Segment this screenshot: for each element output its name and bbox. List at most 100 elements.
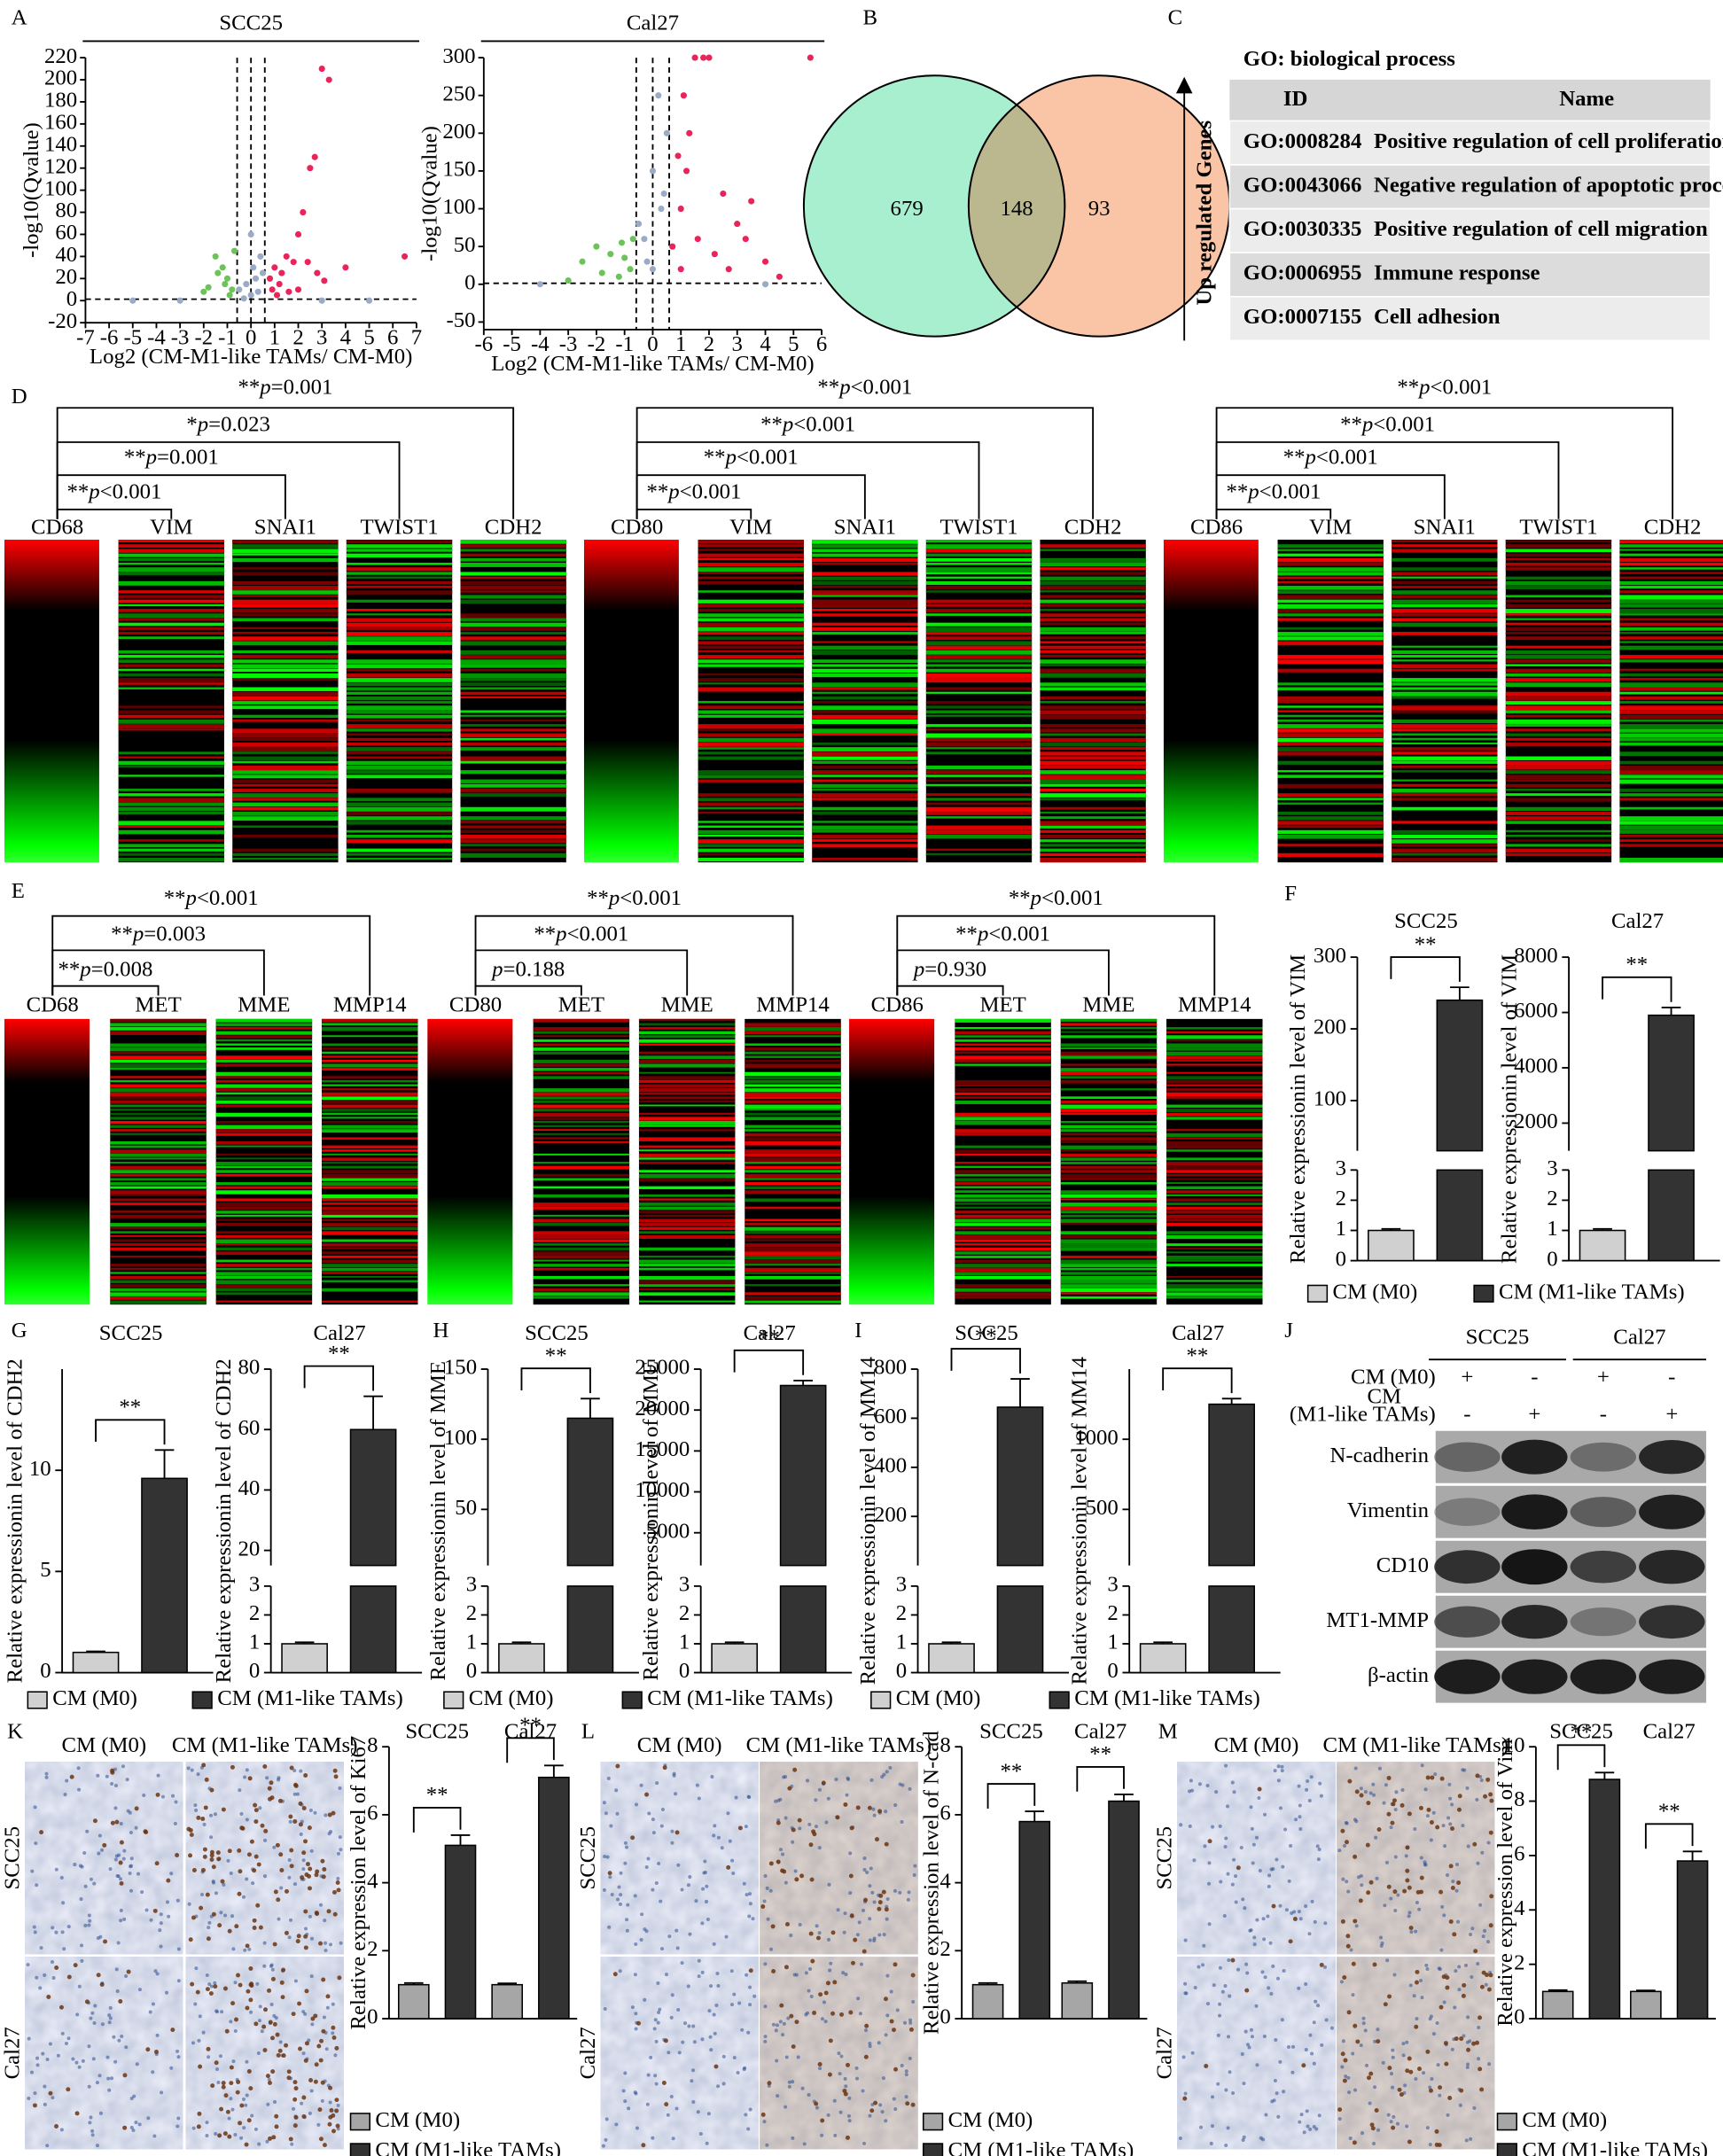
heatmap-stripe <box>322 1182 417 1186</box>
stained-cell <box>1420 1876 1424 1880</box>
nucleus <box>789 1934 792 1937</box>
stained-cell <box>239 1825 244 1830</box>
stained-cell <box>282 2053 286 2058</box>
nucleus <box>862 1909 865 1912</box>
y-tick-label: 0 <box>1336 1247 1346 1271</box>
nucleus <box>212 1881 215 1885</box>
text-part: <0.001 <box>737 445 799 469</box>
heatmap-stripe <box>216 1113 312 1117</box>
heatmap-stripe <box>534 1292 629 1296</box>
heatmap-stripe <box>110 1121 206 1124</box>
nucleus <box>900 1820 904 1824</box>
text-part: p <box>838 375 850 399</box>
stained-cell <box>303 1934 308 1939</box>
heatmap-stripe <box>1506 627 1611 631</box>
heatmap-stripe <box>232 632 338 634</box>
heatmap-stripe <box>812 774 917 776</box>
stained-cell <box>1462 1994 1466 1998</box>
bar <box>997 1586 1042 1673</box>
nucleus <box>1439 1949 1443 1952</box>
heatmap-stripe <box>534 1243 629 1246</box>
heatmap-stripe <box>1619 711 1723 714</box>
nucleus <box>1314 1920 1317 1924</box>
panel-label: D <box>12 385 27 409</box>
heatmap-stripe <box>232 595 338 596</box>
nucleus <box>882 2076 885 2080</box>
heatmap-stripe <box>1392 743 1497 744</box>
heatmap-stripe <box>1040 623 1145 626</box>
nucleus <box>145 1908 149 1911</box>
nucleus <box>893 2098 896 2101</box>
heatmap-stripe <box>1061 1129 1157 1132</box>
stained-cell <box>1447 2096 1452 2100</box>
text-part: p <box>912 957 924 981</box>
heatmap-stripe <box>1278 636 1384 640</box>
heatmap-stripe <box>639 1121 735 1125</box>
heatmap-stripe <box>347 669 452 672</box>
stained-cell <box>248 1997 253 2002</box>
y-axis-label: -log10(Qvalue) <box>418 126 442 261</box>
heatmap-stripe <box>460 789 565 792</box>
heatmap-stripe <box>119 766 224 767</box>
nucleus <box>122 1857 126 1861</box>
heatmap-stripe <box>1278 618 1384 620</box>
heatmap-stripe <box>119 632 224 634</box>
heatmap-stripe <box>534 1260 629 1262</box>
heatmap-stripe <box>1506 664 1611 665</box>
nucleus <box>712 1833 715 1837</box>
stained-cell <box>1343 2079 1347 2083</box>
heatmap-stripe <box>955 1296 1050 1298</box>
panel-label: K <box>7 1719 23 1743</box>
heatmap-stripe <box>812 577 917 580</box>
nucleus <box>1483 1929 1486 1933</box>
heatmap-stripe <box>216 1047 312 1050</box>
heatmap-stripe <box>1061 1178 1157 1179</box>
nucleus <box>226 1859 230 1863</box>
category-label: SCC25 <box>405 1719 469 1743</box>
heatmap-stripe <box>322 1027 417 1031</box>
y-tick-label: 50 <box>454 233 476 257</box>
heatmap-stripe <box>926 738 1032 742</box>
nucleus <box>700 2037 704 2041</box>
stained-cell <box>334 2098 339 2102</box>
heatmap-stripe <box>1506 659 1611 663</box>
heatmap-stripe <box>1278 761 1384 765</box>
y-tick-label: 1 <box>679 1631 690 1654</box>
stained-cell <box>1451 1886 1455 1890</box>
stained-cell <box>1444 2062 1448 2066</box>
nucleus <box>191 1769 194 1772</box>
heatmap-stripe <box>698 544 804 547</box>
heatmap-stripe <box>322 1093 417 1096</box>
nucleus <box>1263 2035 1267 2038</box>
nucleus <box>859 2012 862 2015</box>
stained-cell <box>794 1877 799 1881</box>
heatmap-stripe <box>347 747 452 751</box>
heatmap-stripe <box>232 664 338 668</box>
heatmap-stripe <box>322 1207 417 1210</box>
heatmap-stripe <box>232 554 338 556</box>
heatmap-stripe <box>216 1248 312 1250</box>
stained-cell <box>1366 1801 1370 1805</box>
point <box>214 270 221 276</box>
heatmap-stripe <box>322 1055 417 1057</box>
heatmap-stripe <box>1619 734 1723 738</box>
nucleus <box>651 1888 654 1892</box>
heatmap-stripe <box>460 613 565 618</box>
heatmap-stripe <box>745 1174 840 1178</box>
heatmap-stripe <box>216 1260 312 1263</box>
p-value: p=0.188 <box>490 957 565 981</box>
nucleus <box>1465 2138 1469 2142</box>
heatmap-stripe <box>1166 1093 1262 1096</box>
heatmap-stripe <box>119 844 224 847</box>
heatmap-stripe <box>955 1035 1050 1038</box>
nucleus <box>625 1846 628 1849</box>
nucleus <box>623 2072 627 2075</box>
significance-label: ** <box>1571 1721 1593 1745</box>
nucleus <box>1407 1911 1411 1914</box>
nucleus <box>1231 2091 1235 2095</box>
y-tick-label: 3 <box>1547 1156 1557 1180</box>
nucleus <box>913 1873 916 1877</box>
nucleus <box>1219 1825 1222 1828</box>
heatmap-stripe <box>955 1117 1050 1120</box>
